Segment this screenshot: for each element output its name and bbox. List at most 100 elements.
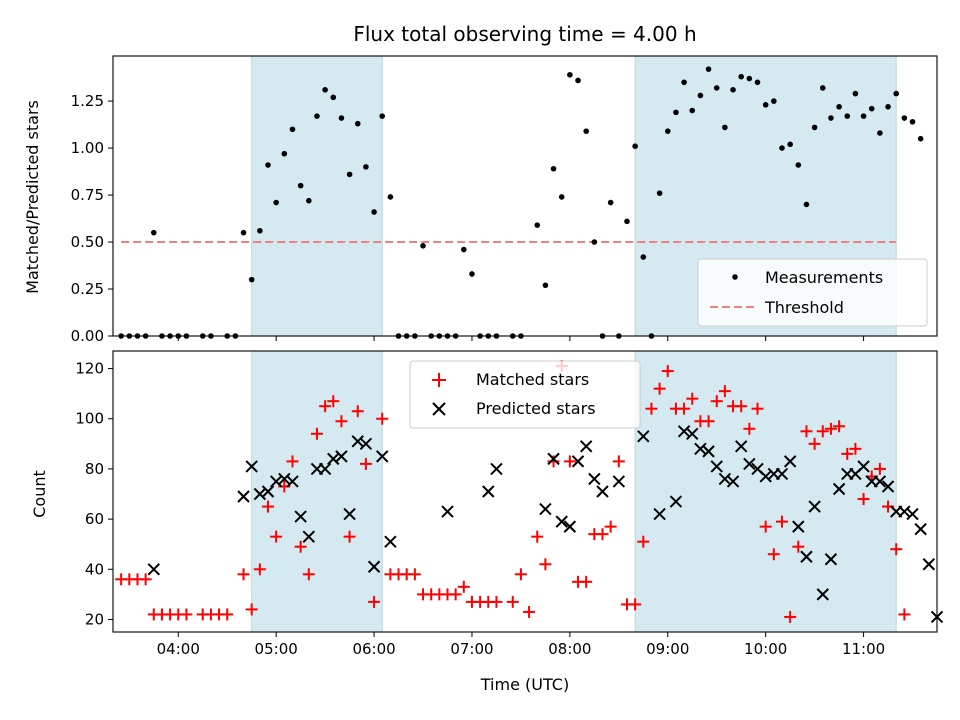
predicted-star-point [555,515,568,528]
measurement-point [461,246,467,253]
predicted-star-point [881,480,895,493]
measurement-point [640,254,647,260]
predicted-star-point [245,460,258,473]
predicted-star-point [702,445,715,458]
top-y-tick-label: 1.00 [71,139,104,157]
matched-star-point [808,437,821,450]
measurement-point [273,199,279,206]
predicted-star-point [327,452,340,466]
measurement-point [730,87,736,93]
predicted-star-point [302,530,316,543]
top-legend: Measurements Threshold [697,258,928,327]
measurement-point [632,143,638,150]
bottom-y-tick-label: 100 [75,410,104,428]
predicted-star-point [816,588,829,601]
predicted-star-point [367,560,381,573]
predicted-star-point [808,500,821,513]
x-tick-label: 11:00 [842,640,885,658]
predicted-star-point [743,457,756,471]
top-y-tick-label: 0.75 [71,186,104,204]
measurement-point [567,71,573,78]
predicted-star-point [873,475,887,488]
matched-star-point [180,608,193,621]
matched-star-point [514,568,527,581]
measurement-point [746,75,753,82]
matched-star-point [335,415,348,428]
predicted-star-point [775,467,789,481]
predicted-star-point [734,440,748,453]
bottom-legend: Matched stars Predicted stars [409,360,641,429]
matched-star-point [245,603,258,616]
measurement-point [771,98,777,104]
measurement-point [591,239,598,245]
predicted-star-point [359,437,373,451]
predicted-star-point [147,563,160,576]
matched-star-point [629,598,642,611]
predicted-star-point [343,507,356,521]
bottom-chart: Count Time (UTC) 20 40 60 80 100 120 04:00 05:… [30,350,944,694]
measurement-point [885,103,891,110]
matched-star-point [531,530,544,543]
matched-star-point [294,540,307,553]
matched-star-point [506,595,519,608]
predicted-star-point [694,442,707,456]
matched-star-point [775,515,788,528]
matched-star-point [612,455,625,468]
matched-star-point [873,462,886,475]
measurement-point [257,227,263,234]
matched-star-point [661,365,674,378]
measurement-point [363,164,369,170]
measurement-point [795,162,802,168]
measurement-point [297,182,304,189]
matched-star-point [653,382,666,395]
predicted-star-point [710,460,723,473]
matched-star-point [678,402,691,415]
matched-star-point [898,608,911,621]
matched-star-point [604,520,617,533]
matched-star-point [547,455,560,468]
shaded-region-2 [634,350,897,633]
measurement-point [901,115,908,121]
predicted-star-point [539,502,552,516]
matched-star-point [457,580,470,593]
measurement-point [322,87,328,93]
predicted-star-point [571,455,585,468]
measurement-point [681,79,687,86]
bottom-x-ticks: 04:00 05:00 06:00 07:00 08:00 09:00 10:00 11:00 [157,632,885,658]
measurement-point [330,94,337,101]
measurement-point [354,120,361,127]
measurement-point [697,92,704,99]
matched-star-point [490,595,503,608]
matched-star-point [408,568,421,581]
measurement-point [754,79,761,86]
top-y-axis-label: Matched/Predicted stars [23,100,42,294]
top-plot-frame [112,55,938,337]
predicted-star-point [253,487,267,501]
predicted-star-point [490,462,503,476]
measurement-point [281,150,288,157]
predicted-star-point [563,520,577,533]
top-x-ticks [177,336,865,341]
matched-star-point [833,420,846,433]
predicted-star-point [588,472,601,486]
measurement-point [909,118,916,125]
measurement-point [248,276,255,283]
matched-star-point [759,520,772,533]
x-tick-label: 09:00 [646,640,689,658]
matched-star-point [302,568,315,581]
matched-star-point [800,425,813,438]
measurement-point [656,190,663,196]
matched-star-point [368,595,381,608]
matched-star-point [286,455,299,468]
chart-title: Flux total observing time = 4.00 h [353,22,696,46]
matched-stars-points [115,360,911,623]
predicted-legend-label: Predicted stars [476,399,596,418]
predicted-star-point [922,558,936,571]
bottom-y-tick-label: 20 [85,610,104,628]
predicted-star-point [792,520,805,533]
measurement-point [420,242,426,249]
measurement-point [624,218,630,225]
measurement-point [844,113,851,119]
measurement-point [607,199,614,206]
